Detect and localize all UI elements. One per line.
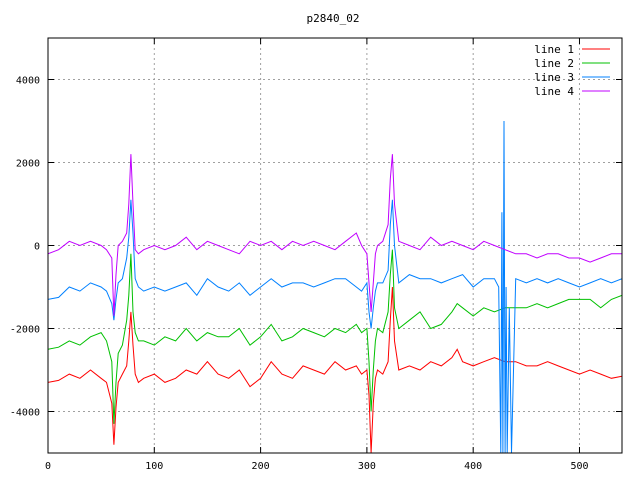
y-tick-label: -4000 — [10, 408, 40, 419]
series-line-1 — [48, 286, 622, 453]
series-line-4 — [48, 154, 622, 317]
grid — [48, 38, 622, 453]
x-tick-label: 0 — [45, 461, 51, 472]
legend-label: line 3 — [534, 71, 574, 84]
chart-title: p2840_02 — [307, 12, 360, 25]
x-tick-label: 200 — [252, 461, 270, 472]
y-tick-label: 0 — [34, 242, 40, 253]
legend-label: line 1 — [534, 43, 574, 56]
x-tick-label: 100 — [145, 461, 163, 472]
x-tick-label: 500 — [570, 461, 588, 472]
series-line-3 — [48, 120, 622, 453]
x-tick-label: 400 — [464, 461, 482, 472]
x-tick-label: 300 — [358, 461, 376, 472]
y-tick-label: 4000 — [16, 76, 40, 87]
legend-label: line 2 — [534, 57, 574, 70]
y-tick-label: -2000 — [10, 325, 40, 336]
series-line-2 — [48, 249, 622, 424]
axis-ticks: 0 100 200 300 400 500 -4000 -2000 0 2000 4000 — [10, 38, 622, 472]
legend-label: line 4 — [534, 85, 574, 98]
y-tick-label: 2000 — [16, 159, 40, 170]
series-lines — [48, 120, 622, 453]
